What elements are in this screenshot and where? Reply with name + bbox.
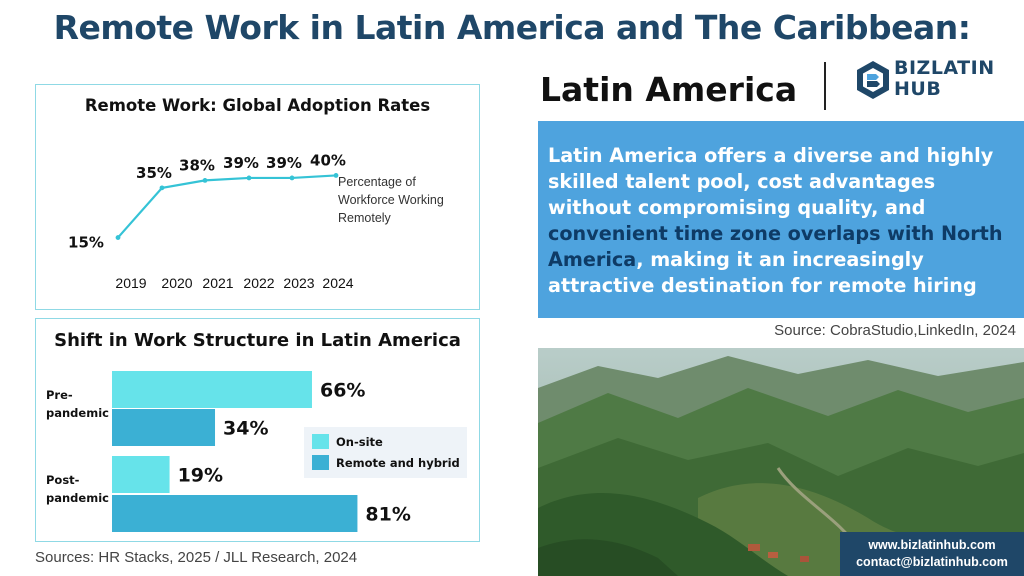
adoption-value-label: 39% — [266, 154, 302, 172]
legend-label: Remote and hybrid — [336, 456, 460, 470]
bar-value-label: 34% — [223, 418, 268, 440]
adoption-x-tick: 2021 — [202, 275, 233, 291]
category-label: pandemic — [46, 491, 109, 505]
adoption-point — [333, 173, 339, 178]
email-link[interactable]: contact@bizlatinhub.com — [856, 555, 1008, 569]
adoption-annotation: Workforce Working — [338, 193, 444, 207]
legend-label: On-site — [336, 435, 383, 449]
adoption-value-label: 15% — [68, 234, 104, 252]
bar-value-label: 19% — [178, 465, 223, 487]
description-text-end: , making it an increasingly attractive d… — [548, 248, 977, 297]
bar-value-label: 81% — [365, 504, 410, 526]
adoption-x-tick: 2024 — [322, 275, 353, 291]
description-text-start: Latin America offers a diverse and highl… — [548, 144, 994, 219]
title-divider — [824, 62, 826, 110]
description-highlight: convenient time zone overlaps with North… — [548, 222, 1003, 271]
adoption-point — [202, 178, 208, 183]
adoption-point — [159, 185, 165, 191]
adoption-line-chart: 15% 35% 38% 39% 39% 40% 2019 2020 2021 2022 2023 20… — [68, 151, 444, 291]
adoption-chart-panel: Remote Work: Global Adoption Rates 15% 35… — [35, 84, 480, 310]
category-label: Pre- — [46, 388, 73, 402]
logo-text-line2: HUB — [894, 78, 942, 100]
source-right: Source: CobraStudio,LinkedIn, 2024 — [774, 322, 1016, 339]
adoption-chart-title: Remote Work: Global Adoption Rates — [84, 96, 431, 115]
bar-on-site — [112, 456, 170, 493]
legend-box — [304, 427, 467, 478]
legend-swatch — [312, 455, 329, 470]
description-box: Latin America offers a diverse and highl… — [538, 121, 1024, 318]
adoption-value-label: 39% — [223, 154, 259, 172]
website-link[interactable]: www.bizlatinhub.com — [868, 538, 996, 552]
adoption-point — [246, 175, 252, 181]
adoption-point — [115, 235, 121, 240]
bar-remote-and-hybrid — [112, 495, 358, 532]
adoption-value-label: 35% — [136, 164, 172, 182]
adoption-x-tick: 2020 — [161, 275, 192, 291]
work-structure-chart-title: Shift in Work Structure in Latin America — [54, 330, 461, 351]
adoption-x-tick: 2022 — [243, 275, 274, 291]
bizlatin-logo: BIZLATIN HUB — [856, 56, 1006, 104]
description-text: Latin America offers a diverse and highl… — [548, 143, 1014, 299]
bar-on-site — [112, 371, 312, 408]
category-label: pandemic — [46, 406, 109, 420]
adoption-value-label: 40% — [310, 151, 346, 169]
adoption-x-tick: 2023 — [283, 275, 314, 291]
adoption-annotation: Percentage of — [338, 175, 416, 189]
work-structure-chart-panel: Shift in Work Structure in Latin America… — [35, 318, 480, 542]
category-label: Post- — [46, 473, 80, 487]
legend-swatch — [312, 434, 329, 449]
bar-value-label: 66% — [320, 380, 365, 402]
adoption-x-tick: 2019 — [115, 275, 146, 291]
adoption-line — [117, 174, 337, 239]
region-title: Latin America — [540, 70, 798, 109]
contact-box: www.bizlatinhub.com contact@bizlatinhub.… — [840, 532, 1024, 576]
main-title: Remote Work in Latin America and The Car… — [53, 8, 971, 47]
adoption-value-label: 38% — [179, 156, 215, 174]
bar-remote-and-hybrid — [112, 409, 216, 446]
adoption-annotation: Remotely — [338, 211, 392, 225]
work-structure-bar-chart: Pre-pandemic 66% 34% Post-pandemic 19% 81% On-… — [46, 371, 467, 532]
bizlatin-logo-icon — [857, 61, 889, 99]
adoption-point — [289, 175, 295, 181]
logo-text-line1: BIZLATIN — [894, 57, 995, 79]
sources-left: Sources: HR Stacks, 2025 / JLL Research,… — [35, 549, 358, 566]
